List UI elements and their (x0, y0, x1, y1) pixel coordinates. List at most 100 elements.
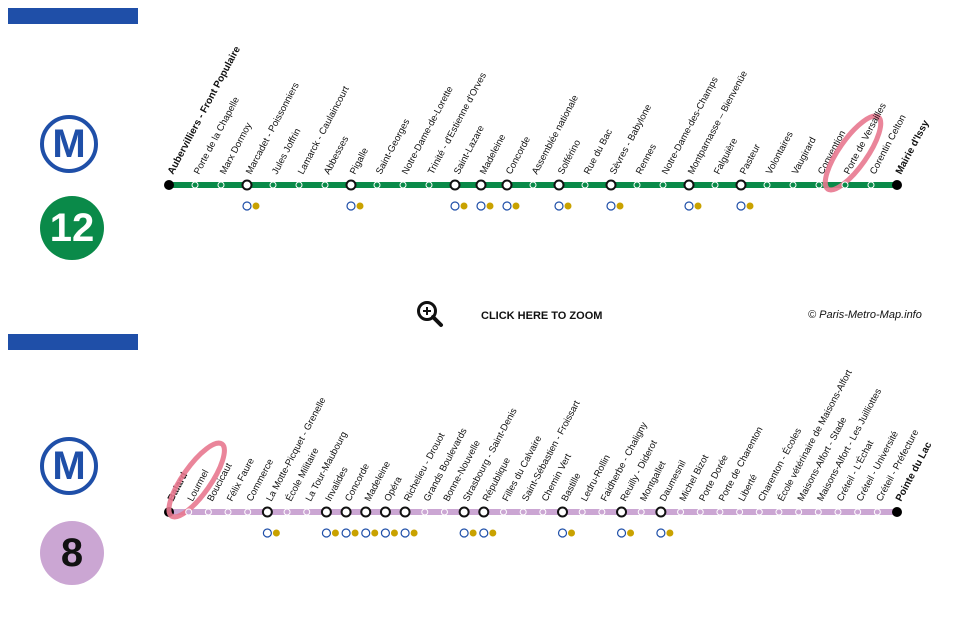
connection-line-icon-montparnasse-bienvenue (694, 202, 702, 210)
station-label-vaugirard: Vaugirard (790, 135, 819, 176)
station-dot-ecole-militaire (283, 508, 291, 516)
connection-icon-pigalle (346, 201, 356, 211)
zoom-link[interactable]: CLICK HERE TO ZOOM (481, 310, 603, 322)
transfer-station-saint-lazare (449, 179, 461, 191)
zoom-icon[interactable] (416, 300, 444, 328)
connection-icon-bastille (557, 528, 568, 538)
connection-icon-invalides (321, 528, 332, 538)
station-dot-felix-faure (224, 508, 232, 516)
connection-line-icon-saint-lazare (460, 202, 468, 210)
connection-icon-marcadet-poissonniers (242, 201, 252, 211)
connection-line-icon-marcadet-poissonniers (252, 202, 260, 210)
station-dot-marx-dormoy (217, 181, 225, 189)
connection-line-icon-daumesnil (666, 529, 674, 537)
station-dot-saint-georges (373, 181, 381, 189)
station-dot-grands-boulevards (421, 508, 429, 516)
connection-line-icon-madeleine (486, 202, 494, 210)
connection-line-icon-republique (489, 529, 497, 537)
station-dot-lourmel (185, 508, 193, 516)
connection-line-icon-madeleine (371, 529, 379, 537)
station-dot-trinite-d-estienne-d-orves (425, 181, 433, 189)
connection-icon-saint-lazare (450, 201, 460, 211)
connection-icon-solferino (554, 201, 564, 211)
transfer-station-richelieu-drouot (399, 506, 411, 518)
station-dot-montgallet (637, 508, 645, 516)
station-dot-porte-doree (696, 508, 704, 516)
connection-icon-strasbourg-saint-denis (459, 528, 469, 538)
transfer-station-marcadet-poissonniers (241, 179, 253, 191)
connection-line-icon-sevres-babylone (616, 202, 624, 210)
copyright-credit: © Paris-Metro-Map.info (808, 309, 922, 321)
transfer-station-montparnasse-bienvenue (683, 179, 695, 191)
station-dot-notre-dame-de-lorette (399, 181, 407, 189)
transfer-station-pasteur (735, 179, 747, 191)
station-label-pigalle: Pigalle (348, 146, 371, 176)
station-dot-ledru-rollin (578, 508, 586, 516)
station-dot-maisons-alfort-les-juilliottes (814, 508, 822, 516)
station-dot-lamarck-caulaincourt (295, 181, 303, 189)
transfer-station-madeleine (360, 506, 372, 518)
station-dot-abbesses (321, 181, 329, 189)
station-label-pasteur: Pasteur (738, 142, 763, 176)
transfer-station-madeleine (475, 179, 487, 191)
connection-icon-sevres-babylone (606, 201, 616, 211)
transfer-station-concorde (501, 179, 513, 191)
transfer-station-bastille (557, 506, 569, 518)
station-dot-charenton-ecoles (755, 508, 763, 516)
transfer-station-daumesnil (655, 506, 667, 518)
connection-icon-richelieu-drouot (400, 528, 410, 538)
connection-icon-la-motte-picquet-grenelle (262, 528, 272, 538)
station-dot-boucicaut (204, 508, 212, 516)
connection-line-icon-opera (390, 529, 398, 537)
connection-icon-opera (380, 528, 391, 538)
station-dot-maisons-alfort-stade (795, 508, 803, 516)
metro-logo-line-8: M (40, 437, 98, 495)
connection-line-icon-concorde (351, 529, 359, 537)
station-dot-vaugirard (789, 181, 797, 189)
connection-icon-republique (479, 528, 489, 538)
station-dot-rue-du-bac (581, 181, 589, 189)
highlight-lourmel (166, 440, 227, 520)
connection-line-icon-richelieu-drouot (410, 529, 418, 537)
station-dot-commerce (244, 508, 252, 516)
station-dot-creteil-prefecture (873, 508, 881, 516)
station-dot-la-tour-maubourg (303, 508, 311, 516)
connection-line-icon-la-motte-picquet-grenelle (272, 529, 280, 537)
highlight-porte-de-versailles (822, 113, 884, 193)
connection-icon-daumesnil (656, 528, 666, 538)
connection-icon-madeleine (361, 528, 371, 538)
station-dot-assemblee-nationale (529, 181, 537, 189)
station-dot-convention (815, 181, 823, 189)
transfer-station-pigalle (345, 179, 357, 191)
line-12-badge: 12 (40, 196, 104, 260)
connection-line-icon-pigalle (356, 202, 364, 210)
terminus-aubervilliers-front-populaire (164, 180, 174, 190)
connection-icon-concorde (502, 201, 512, 211)
connection-line-icon-solferino (564, 202, 572, 210)
station-dot-notre-dame-des-champs (659, 181, 667, 189)
connection-icon-montparnasse-bienvenue (684, 201, 694, 211)
station-dot-creteil-l-echat (834, 508, 842, 516)
transfer-station-la-motte-picquet-grenelle (261, 506, 273, 518)
transfer-station-strasbourg-saint-denis (458, 506, 470, 518)
station-dot-jules-joffrin (269, 181, 277, 189)
station-dot-rennes (633, 181, 641, 189)
station-label-lamarck-caulaincourt: Lamarck - Caulaincourt (296, 84, 352, 176)
station-dot-creteil-universite (854, 508, 862, 516)
station-dot-ecole-veterinaire-de-maisons-alfort (775, 508, 783, 516)
connection-icon-madeleine (476, 201, 486, 211)
connection-line-icon-pasteur (746, 202, 754, 210)
connection-line-icon-invalides (331, 529, 339, 537)
station-label-falguiere: Falguière (712, 136, 740, 176)
station-dot-porte-de-charenton (716, 508, 724, 516)
station-dot-michel-bizot (677, 508, 685, 516)
station-dot-bonne-nouvelle (440, 508, 448, 516)
transfer-station-invalides (320, 506, 332, 518)
transfer-station-solferino (553, 179, 565, 191)
station-dot-filles-du-calvaire (499, 508, 507, 516)
transfer-station-republique (478, 506, 490, 518)
transfer-station-concorde (340, 506, 352, 518)
station-label-assemblee-nationale: Assemblée nationale (530, 93, 581, 176)
